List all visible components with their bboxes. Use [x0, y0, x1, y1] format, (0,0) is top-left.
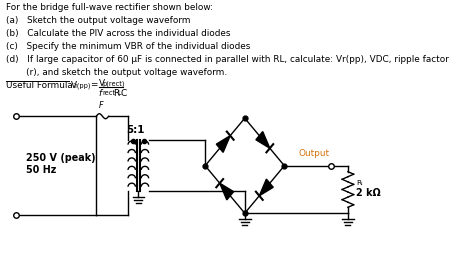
- Text: Rₗ: Rₗ: [356, 180, 363, 185]
- Text: r(pp): r(pp): [75, 83, 91, 89]
- Text: p(rect): p(rect): [103, 81, 125, 87]
- Text: V: V: [99, 79, 105, 87]
- Text: =: =: [91, 81, 98, 90]
- Text: (c)   Specify the minimum VBR of the individual diodes: (c) Specify the minimum VBR of the indiv…: [6, 42, 251, 51]
- Text: V: V: [71, 81, 77, 90]
- Polygon shape: [259, 179, 273, 196]
- Text: f: f: [99, 89, 102, 97]
- Polygon shape: [220, 183, 234, 200]
- Text: 5:1: 5:1: [126, 124, 144, 134]
- Text: rect: rect: [103, 91, 116, 97]
- Text: For the bridge full-wave rectifier shown below:: For the bridge full-wave rectifier shown…: [6, 3, 213, 12]
- Text: Output: Output: [299, 149, 329, 158]
- Text: R: R: [113, 89, 119, 97]
- Text: 2 kΩ: 2 kΩ: [356, 189, 381, 198]
- Text: Useful Formula:: Useful Formula:: [6, 81, 76, 90]
- Text: (d)   If large capacitor of 60 μF is connected in parallel with RL, calculate: V: (d) If large capacitor of 60 μF is conne…: [6, 55, 449, 64]
- Text: L: L: [117, 91, 120, 97]
- Polygon shape: [256, 132, 270, 148]
- Text: (a)   Sketch the output voltage waveform: (a) Sketch the output voltage waveform: [6, 16, 191, 25]
- Text: 250 V (peak): 250 V (peak): [26, 153, 96, 163]
- Text: (b)   Calculate the PIV across the individual diodes: (b) Calculate the PIV across the individ…: [6, 29, 231, 38]
- Text: (r), and sketch the output voltage waveform.: (r), and sketch the output voltage wavef…: [6, 68, 228, 77]
- Text: F: F: [99, 101, 103, 110]
- Text: 50 Hz: 50 Hz: [26, 165, 56, 175]
- Polygon shape: [216, 136, 230, 152]
- Text: C: C: [120, 89, 127, 97]
